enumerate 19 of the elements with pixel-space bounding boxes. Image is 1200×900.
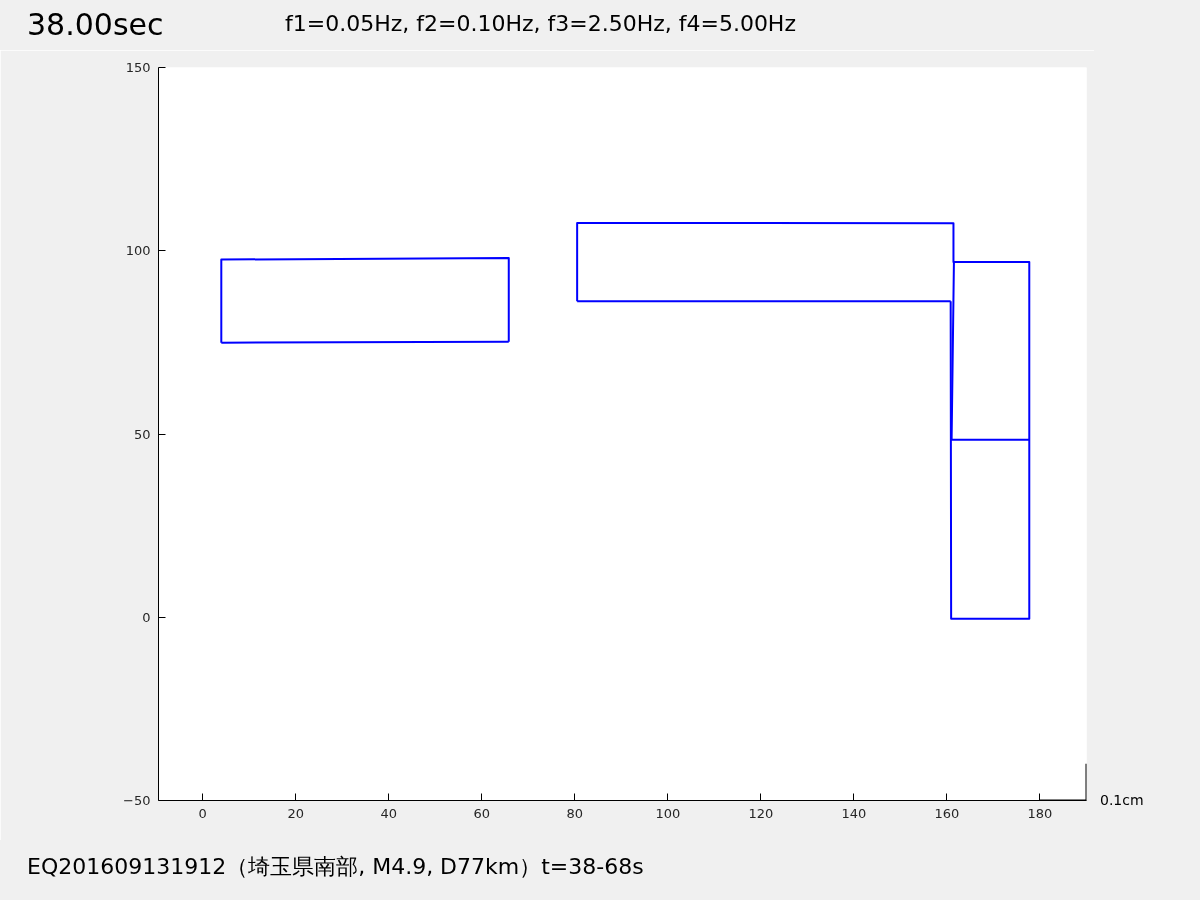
chart-title: 38.00sec (27, 7, 164, 42)
x-tick-label: 40 (380, 805, 398, 821)
x-tick-label: 180 (1027, 805, 1053, 821)
annotation: 0.1cm (1100, 792, 1144, 808)
x-tick-label: 20 (287, 805, 304, 821)
y-tick-label: 150 (125, 60, 151, 75)
x-tick-label: 0 (198, 805, 207, 821)
x-tick-label: 160 (934, 805, 960, 821)
x-tick-label: 100 (655, 805, 681, 821)
x-tick-label: 140 (841, 805, 867, 821)
chart-subtitle: f1=0.05Hz, f2=0.10Hz, f3=2.50Hz, f4=5.00Hz (285, 11, 796, 36)
x-tick-label: 60 (473, 805, 491, 821)
y-tick-label: −50 (123, 793, 151, 808)
x-tick-label: 120 (748, 805, 774, 821)
x-tick-label: 80 (566, 805, 584, 821)
y-tick-label: 50 (133, 426, 151, 442)
y-tick-label: 0 (142, 609, 151, 625)
text: EQ201609131912（埼玉県南部, M4.9, D77km）t=38-68s (27, 854, 644, 879)
y-tick-label: 100 (125, 243, 151, 259)
